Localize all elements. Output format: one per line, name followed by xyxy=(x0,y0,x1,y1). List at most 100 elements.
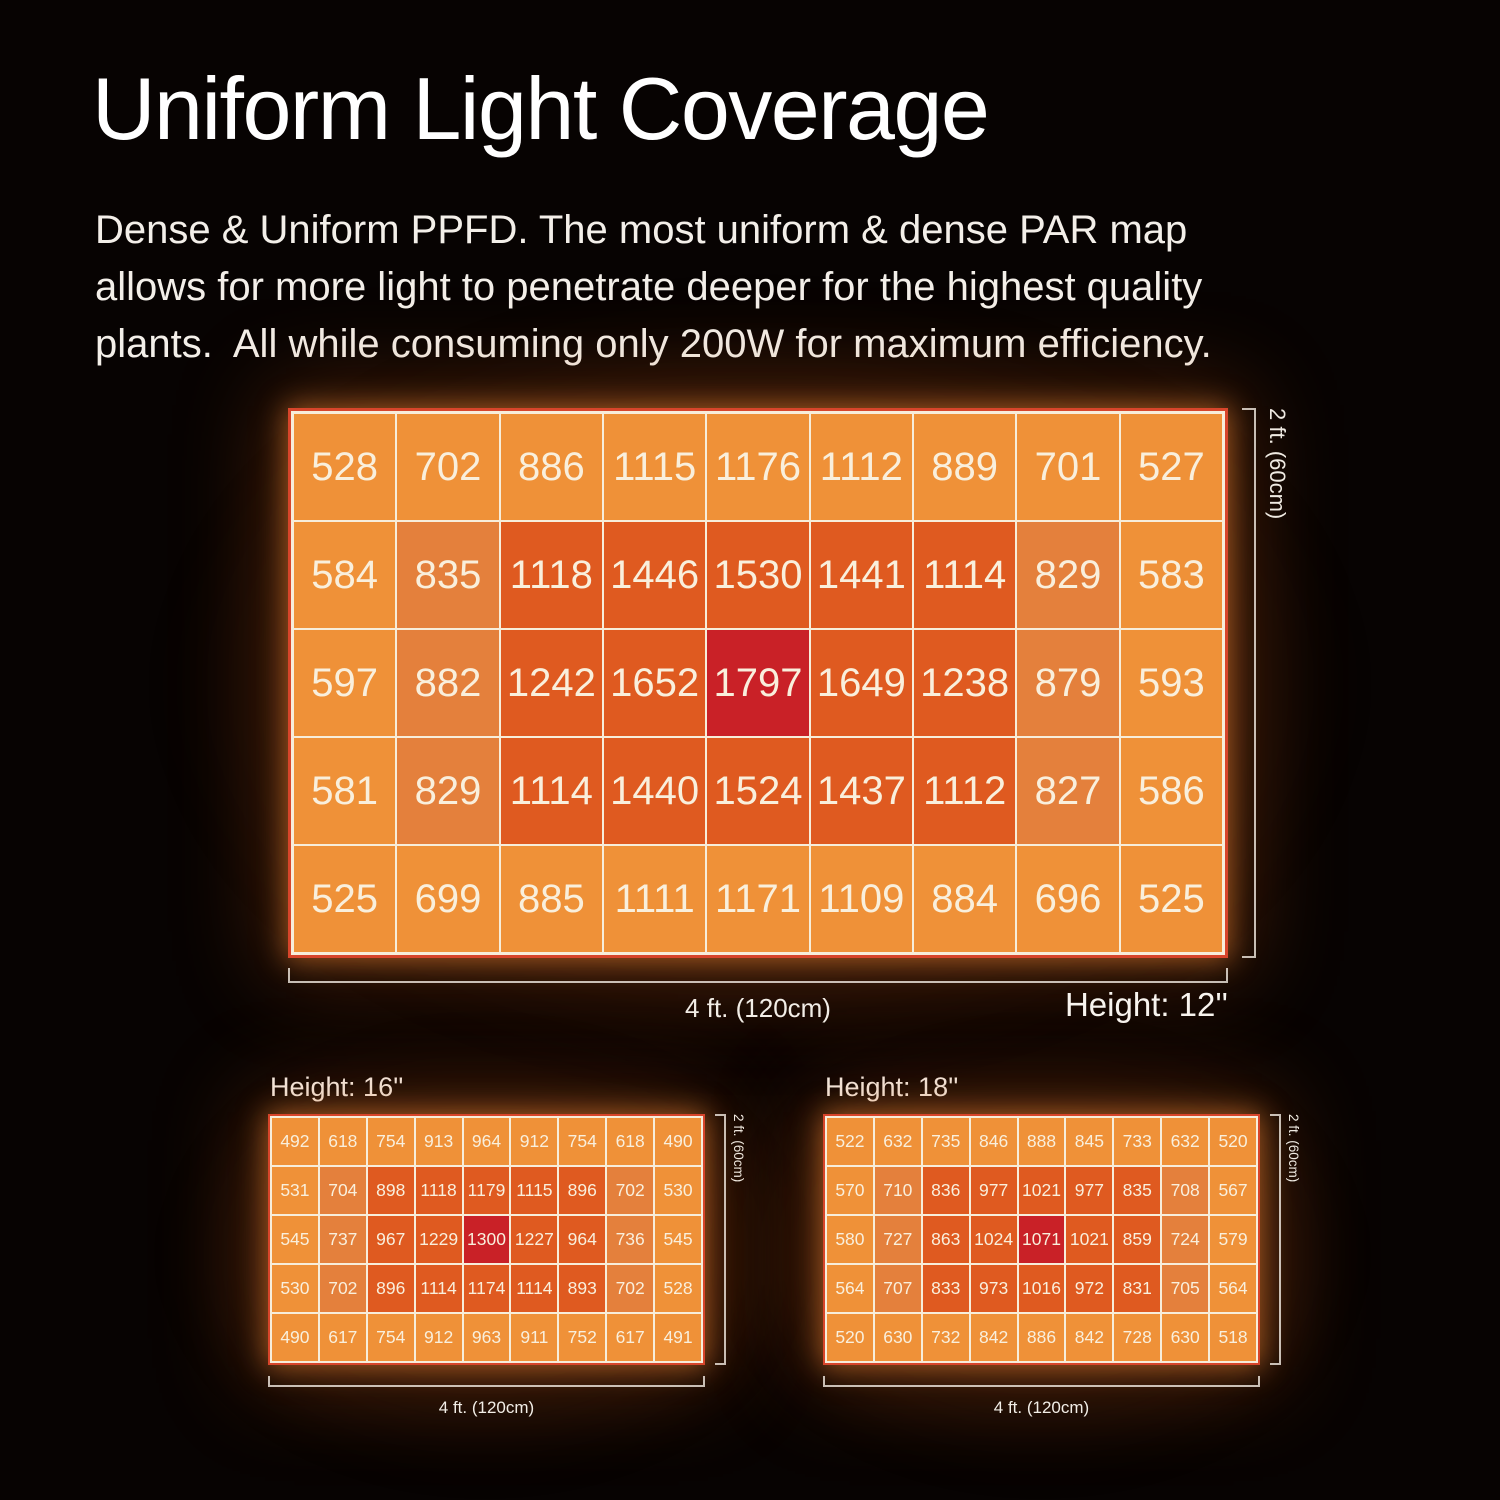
ppfd-cell: 1112 xyxy=(914,738,1016,844)
ppfd-cell: 913 xyxy=(415,1118,462,1165)
ppfd-cell: 707 xyxy=(874,1265,921,1312)
ppfd-cell: 1115 xyxy=(604,414,706,520)
ppfd-cell: 1024 xyxy=(970,1216,1017,1263)
ppfd-cell: 737 xyxy=(319,1216,366,1263)
ppfd-cell: 1118 xyxy=(415,1167,462,1214)
ppfd-cell: 1021 xyxy=(1018,1167,1065,1214)
ppfd-cell: 579 xyxy=(1210,1216,1256,1263)
depth-label: 2 ft. (60cm) xyxy=(1286,1114,1301,1183)
ppfd-cell: 827 xyxy=(1017,738,1119,844)
ppfd-cell: 1440 xyxy=(604,738,706,844)
description-line-1: Dense & Uniform PPFD. The most uniform &… xyxy=(95,208,1188,252)
ppfd-cell: 702 xyxy=(607,1265,654,1312)
height-label: Height: 16'' xyxy=(270,1072,404,1102)
ppfd-cell: 735 xyxy=(922,1118,969,1165)
ppfd-grid-18: 522 632 735 846 888 845 733 632 520 570 710 836 977 1… xyxy=(827,1118,1256,1361)
ppfd-cell: 564 xyxy=(827,1265,873,1312)
ppfd-cell: 1530 xyxy=(707,522,809,628)
ppfd-cell: 1109 xyxy=(810,846,912,952)
ppfd-cell: 973 xyxy=(970,1265,1017,1312)
ppfd-cell: 889 xyxy=(914,414,1016,520)
ppfd-cell: 581 xyxy=(294,738,396,844)
ppfd-cell: 1649 xyxy=(810,630,912,736)
ppfd-cell: 522 xyxy=(827,1118,873,1165)
ppfd-cell: 705 xyxy=(1162,1265,1209,1312)
ppfd-cell: 583 xyxy=(1120,522,1222,628)
ppfd-cell: 1114 xyxy=(511,1265,558,1312)
ppfd-map-height-16: Height: 16'' 492 618 754 913 964 912 754 618 490… xyxy=(268,1072,746,1417)
ppfd-cell: 490 xyxy=(272,1314,318,1361)
ppfd-cell: 963 xyxy=(463,1314,510,1361)
ppfd-cell: 886 xyxy=(1018,1314,1065,1361)
page-title: Uniform Light Coverage xyxy=(92,59,990,158)
ppfd-cell: 567 xyxy=(1210,1167,1256,1214)
ppfd-cell: 893 xyxy=(559,1265,606,1312)
ppfd-cell: 885 xyxy=(500,846,602,952)
description-line-2: allows for more light to penetrate deepe… xyxy=(95,265,1203,309)
ppfd-cell: 898 xyxy=(367,1167,414,1214)
ppfd-cell: 1115 xyxy=(511,1167,558,1214)
ppfd-cell: 1174 xyxy=(463,1265,510,1312)
ppfd-cell: 702 xyxy=(397,414,499,520)
ppfd-cell: 728 xyxy=(1114,1314,1161,1361)
ppfd-cell: 617 xyxy=(607,1314,654,1361)
ppfd-cell: 527 xyxy=(1120,414,1222,520)
ppfd-cell: 518 xyxy=(1210,1314,1256,1361)
ppfd-cell: 896 xyxy=(559,1167,606,1214)
ppfd-cell: 967 xyxy=(367,1216,414,1263)
ppfd-cell: 491 xyxy=(655,1314,701,1361)
ppfd-grid-frame-12: 528 702 886 1115 1176 1112 889 701 527 584 835 1118… xyxy=(288,408,1228,958)
depth-bracket xyxy=(1242,408,1256,958)
ppfd-cell: 1300 xyxy=(463,1216,510,1263)
ppfd-cell: 632 xyxy=(874,1118,921,1165)
ppfd-cell: 1111 xyxy=(604,846,706,952)
ppfd-cell: 564 xyxy=(1210,1265,1256,1312)
ppfd-cell: 528 xyxy=(655,1265,701,1312)
ppfd-cell: 1242 xyxy=(500,630,602,736)
ppfd-cell: 886 xyxy=(500,414,602,520)
ppfd-cell: 708 xyxy=(1162,1167,1209,1214)
ppfd-cell: 733 xyxy=(1114,1118,1161,1165)
ppfd-grid-12: 528 702 886 1115 1176 1112 889 701 527 584 835 1118… xyxy=(294,414,1222,952)
ppfd-cell: 863 xyxy=(922,1216,969,1263)
ppfd-cell: 525 xyxy=(294,846,396,952)
ppfd-cell: 727 xyxy=(874,1216,921,1263)
width-bracket xyxy=(288,968,1228,983)
ppfd-grid-16: 492 618 754 913 964 912 754 618 490 531 704 898 1118… xyxy=(272,1118,701,1361)
ppfd-cell: 829 xyxy=(1017,522,1119,628)
ppfd-cell: 1229 xyxy=(415,1216,462,1263)
ppfd-cell: 964 xyxy=(559,1216,606,1263)
width-label: 4 ft. (120cm) xyxy=(438,1398,535,1417)
ppfd-cell: 699 xyxy=(397,846,499,952)
ppfd-cell: 879 xyxy=(1017,630,1119,736)
ppfd-cell: 1652 xyxy=(604,630,706,736)
ppfd-cell: 710 xyxy=(874,1167,921,1214)
ppfd-cell: 1227 xyxy=(511,1216,558,1263)
ppfd-cell: 520 xyxy=(1210,1118,1256,1165)
ppfd-cell: 1071 xyxy=(1018,1216,1065,1263)
ppfd-cell: 836 xyxy=(922,1167,969,1214)
ppfd-cell: 896 xyxy=(367,1265,414,1312)
description-line-3: plants. All while consuming only 200W fo… xyxy=(95,322,1212,366)
ppfd-cell: 1171 xyxy=(707,846,809,952)
ppfd-cell: 701 xyxy=(1017,414,1119,520)
ppfd-cell: 964 xyxy=(463,1118,510,1165)
depth-label: 2 ft. (60cm) xyxy=(731,1114,746,1183)
ppfd-map-height-18: Height: 18'' 522 632 735 846 888 845 733 632 520… xyxy=(823,1072,1301,1417)
depth-bracket xyxy=(715,1114,726,1365)
ppfd-cell: 1021 xyxy=(1066,1216,1113,1263)
ppfd-cell: 1797 xyxy=(707,630,809,736)
ppfd-cell: 584 xyxy=(294,522,396,628)
ppfd-cell: 702 xyxy=(319,1265,366,1312)
ppfd-cell: 754 xyxy=(367,1314,414,1361)
ppfd-cell: 632 xyxy=(1162,1118,1209,1165)
ppfd-cell: 754 xyxy=(559,1118,606,1165)
ppfd-grid-frame-16: 492 618 754 913 964 912 754 618 490 531 704 898 1118… xyxy=(268,1114,705,1365)
ppfd-cell: 859 xyxy=(1114,1216,1161,1263)
ppfd-cell: 842 xyxy=(1066,1314,1113,1361)
ppfd-map-height-12: 528 702 886 1115 1176 1112 889 701 527 584 835 1118… xyxy=(288,408,1290,1023)
ppfd-cell: 977 xyxy=(1066,1167,1113,1214)
ppfd-cell: 724 xyxy=(1162,1216,1209,1263)
ppfd-cell: 618 xyxy=(319,1118,366,1165)
